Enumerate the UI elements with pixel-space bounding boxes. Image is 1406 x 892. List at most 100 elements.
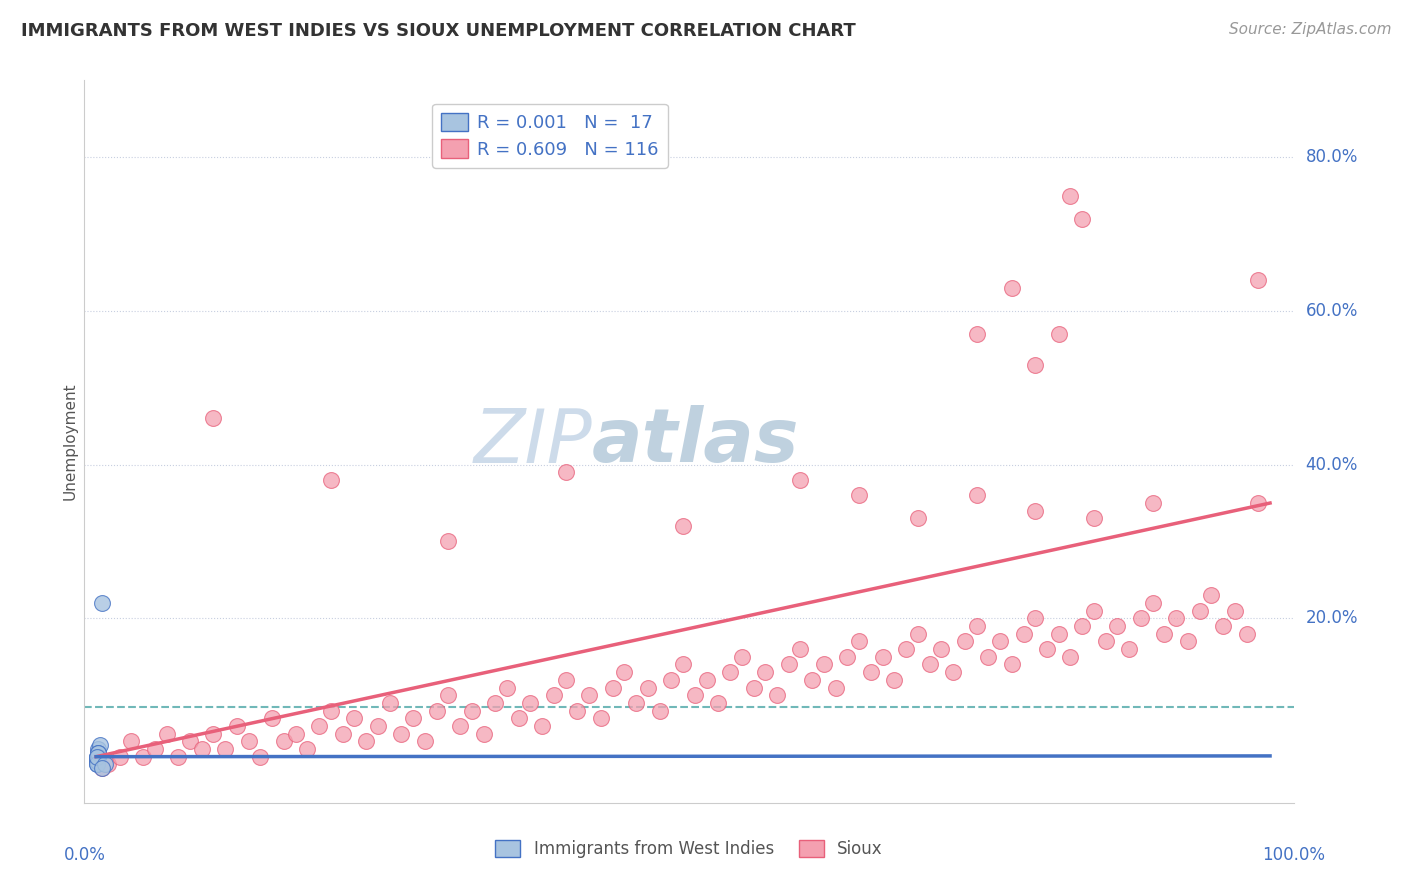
Point xyxy=(378,696,401,710)
Point xyxy=(1166,611,1188,625)
Point xyxy=(966,619,988,633)
Point xyxy=(472,726,495,740)
Point xyxy=(1247,496,1270,510)
Point xyxy=(589,711,612,725)
Point xyxy=(1001,281,1024,295)
Point xyxy=(1212,619,1234,633)
Point xyxy=(87,749,110,764)
Point xyxy=(91,761,114,775)
Point xyxy=(837,649,859,664)
Point xyxy=(1047,626,1070,640)
Point xyxy=(766,688,789,702)
Text: atlas: atlas xyxy=(592,405,800,478)
Point xyxy=(319,704,342,718)
Text: 40.0%: 40.0% xyxy=(1306,456,1358,474)
Point xyxy=(284,726,307,740)
Point xyxy=(942,665,965,680)
Point xyxy=(226,719,249,733)
Point xyxy=(731,649,754,664)
Point xyxy=(155,726,177,740)
Point xyxy=(108,749,131,764)
Point xyxy=(86,749,108,764)
Point xyxy=(648,704,671,718)
Point xyxy=(859,665,882,680)
Text: Source: ZipAtlas.com: Source: ZipAtlas.com xyxy=(1229,22,1392,37)
Point xyxy=(801,673,824,687)
Point xyxy=(402,711,425,725)
Point xyxy=(554,465,576,479)
Point xyxy=(1142,496,1164,510)
Point xyxy=(1188,604,1211,618)
Point xyxy=(988,634,1011,648)
Text: ZIP: ZIP xyxy=(474,406,592,477)
Point xyxy=(778,657,800,672)
Point xyxy=(86,754,108,768)
Point xyxy=(354,734,377,748)
Point xyxy=(1024,504,1046,518)
Point xyxy=(143,742,166,756)
Point xyxy=(179,734,201,748)
Point xyxy=(1001,657,1024,672)
Text: 80.0%: 80.0% xyxy=(1306,148,1358,166)
Point xyxy=(966,488,988,502)
Point xyxy=(1059,649,1081,664)
Point xyxy=(389,726,412,740)
Point xyxy=(249,749,271,764)
Point xyxy=(1236,626,1258,640)
Point xyxy=(1142,596,1164,610)
Point xyxy=(848,634,870,648)
Point xyxy=(1177,634,1199,648)
Point xyxy=(86,757,108,772)
Point xyxy=(754,665,776,680)
Point xyxy=(87,746,110,760)
Point xyxy=(1024,358,1046,372)
Point xyxy=(1059,188,1081,202)
Point xyxy=(319,473,342,487)
Point xyxy=(883,673,905,687)
Point xyxy=(190,742,212,756)
Point xyxy=(789,473,811,487)
Point xyxy=(672,519,695,533)
Point xyxy=(343,711,366,725)
Point xyxy=(332,726,354,740)
Point xyxy=(519,696,541,710)
Point xyxy=(508,711,530,725)
Point xyxy=(953,634,976,648)
Point xyxy=(1118,642,1140,657)
Text: IMMIGRANTS FROM WEST INDIES VS SIOUX UNEMPLOYMENT CORRELATION CHART: IMMIGRANTS FROM WEST INDIES VS SIOUX UNE… xyxy=(21,22,856,40)
Point xyxy=(120,734,142,748)
Point xyxy=(87,746,110,760)
Point xyxy=(602,681,624,695)
Point xyxy=(907,626,929,640)
Point xyxy=(91,761,114,775)
Point xyxy=(1083,511,1105,525)
Point xyxy=(425,704,447,718)
Point xyxy=(238,734,260,748)
Point xyxy=(742,681,765,695)
Point xyxy=(789,642,811,657)
Point xyxy=(578,688,600,702)
Point xyxy=(1247,273,1270,287)
Point xyxy=(1129,611,1152,625)
Point xyxy=(87,742,110,756)
Point xyxy=(567,704,589,718)
Point xyxy=(1024,611,1046,625)
Point xyxy=(91,596,114,610)
Point xyxy=(683,688,706,702)
Point xyxy=(86,749,108,764)
Point xyxy=(86,749,108,764)
Point xyxy=(87,746,110,760)
Point xyxy=(214,742,236,756)
Point xyxy=(262,711,284,725)
Point xyxy=(872,649,894,664)
Point xyxy=(1094,634,1116,648)
Point xyxy=(297,742,319,756)
Point xyxy=(1071,619,1094,633)
Point xyxy=(1047,326,1070,341)
Point xyxy=(1153,626,1175,640)
Point xyxy=(718,665,741,680)
Point xyxy=(484,696,506,710)
Point xyxy=(94,757,117,772)
Text: 60.0%: 60.0% xyxy=(1306,301,1358,320)
Point xyxy=(824,681,846,695)
